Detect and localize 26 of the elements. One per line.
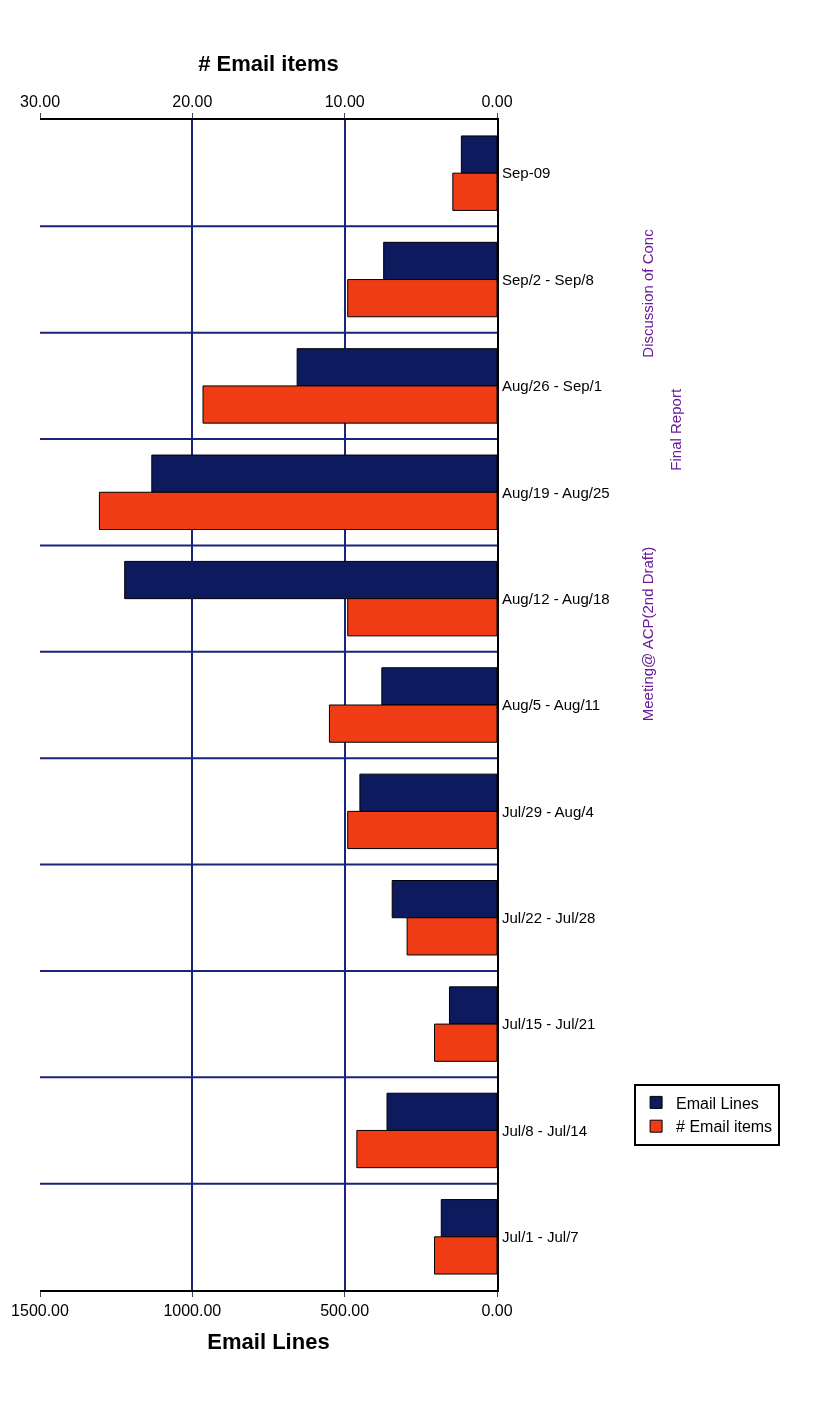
x2-tick-label: 10.00 [324, 92, 365, 110]
y-tick-label: Aug/5 - Aug/11 [502, 696, 601, 714]
y-tick-label: Jul/22 - Jul/28 [502, 908, 596, 926]
y-tick-label: Jul/8 - Jul/14 [502, 1121, 588, 1139]
text: Meeting@ ACP(2nd Draft) [639, 546, 657, 722]
x-tick-label: 500.00 [320, 1302, 370, 1320]
y-tick-label: Sep-09 [502, 164, 551, 182]
x-axis-title: Email Lines [207, 1328, 330, 1354]
legend-label: Email Lines [676, 1094, 759, 1112]
x-tick-label: 1500.00 [11, 1302, 70, 1320]
x2-axis-title: # Email items [198, 50, 339, 76]
x-tick-label: 1000.00 [163, 1302, 222, 1320]
x2-tick-label: 20.00 [172, 92, 213, 110]
y-tick-label: Aug/12 - Aug/18 [502, 589, 610, 607]
y-tick-label: Jul/15 - Jul/21 [502, 1015, 596, 1033]
y-tick-label: Aug/26 - Sep/1 [502, 377, 603, 395]
y-tick-label: Aug/19 - Aug/25 [502, 483, 610, 501]
x-tick-label: 0.00 [481, 1302, 513, 1320]
x2-tick-label: 0.00 [481, 92, 513, 110]
y-tick-label: Jul/29 - Aug/4 [502, 802, 594, 820]
y-tick-label: Sep/2 - Sep/8 [502, 270, 594, 288]
legend-label: # Email items [676, 1118, 773, 1136]
x2-tick-label: 30.00 [19, 92, 61, 110]
text: Final Report [666, 388, 684, 471]
text: Discussion of Conc [638, 228, 656, 358]
y-tick-label: Jul/1 - Jul/7 [502, 1228, 579, 1246]
